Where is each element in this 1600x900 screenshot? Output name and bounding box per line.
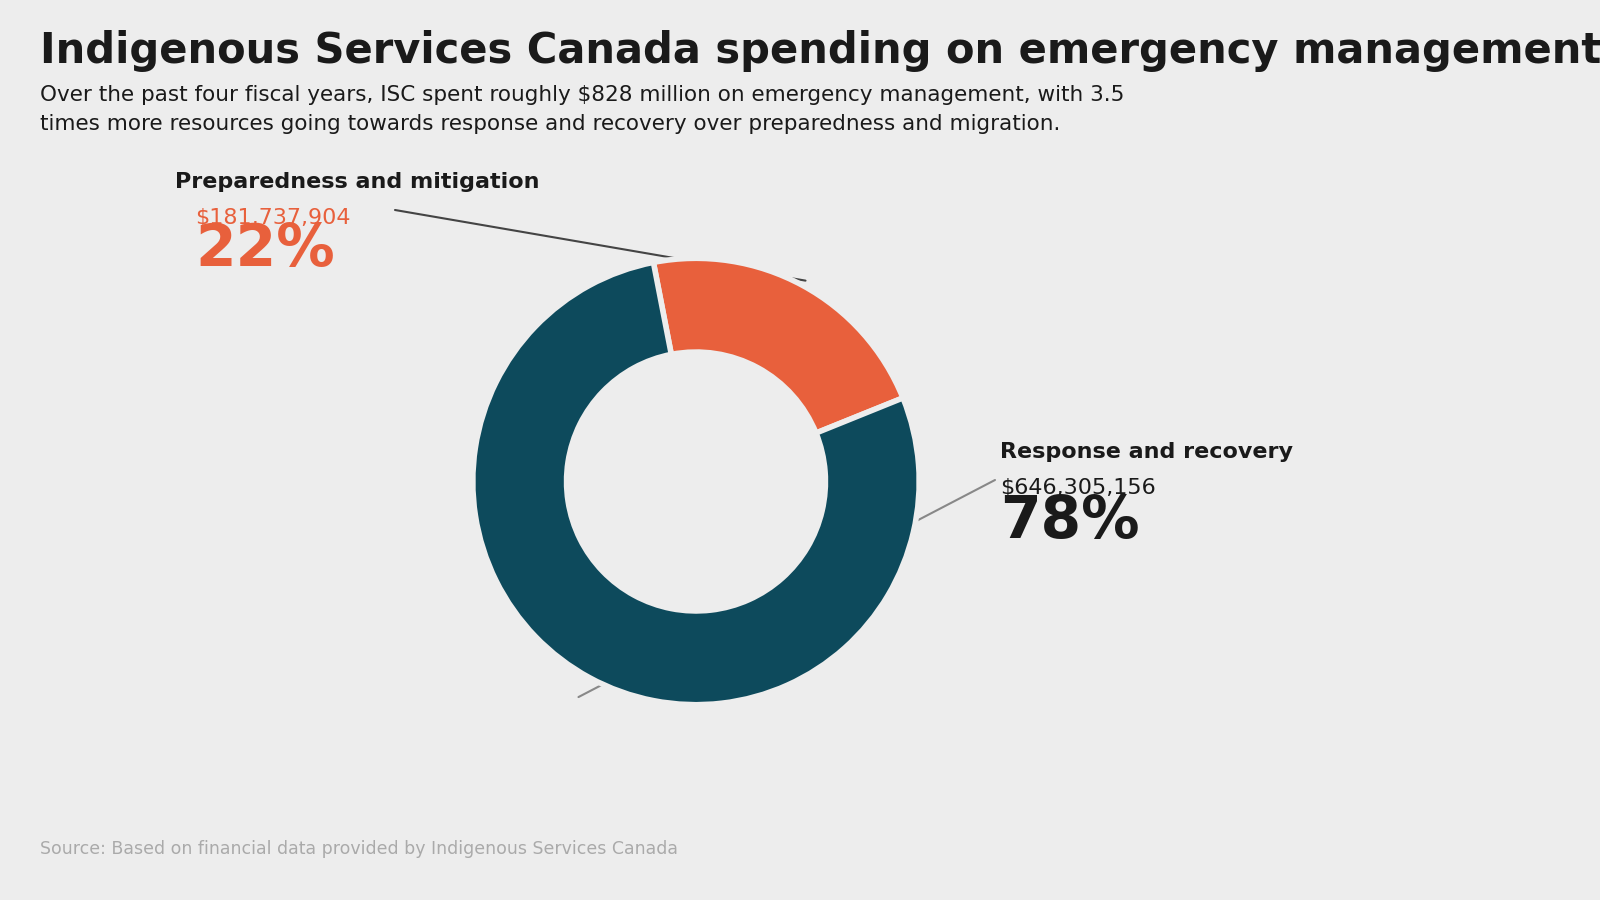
Wedge shape bbox=[474, 263, 918, 705]
Text: Over the past four fiscal years, ISC spent roughly $828 million on emergency man: Over the past four fiscal years, ISC spe… bbox=[40, 85, 1125, 134]
Text: $646,305,156: $646,305,156 bbox=[1000, 478, 1155, 498]
Text: Indigenous Services Canada spending on emergency management, 2018-2022: Indigenous Services Canada spending on e… bbox=[40, 30, 1600, 72]
Wedge shape bbox=[653, 258, 902, 433]
Text: $181,737,904: $181,737,904 bbox=[195, 208, 350, 228]
Text: Preparedness and mitigation: Preparedness and mitigation bbox=[174, 172, 539, 192]
Text: Response and recovery: Response and recovery bbox=[1000, 442, 1293, 462]
Text: 78%: 78% bbox=[1000, 493, 1139, 550]
Text: Source: Based on financial data provided by Indigenous Services Canada: Source: Based on financial data provided… bbox=[40, 840, 678, 858]
Text: 22%: 22% bbox=[195, 221, 334, 278]
